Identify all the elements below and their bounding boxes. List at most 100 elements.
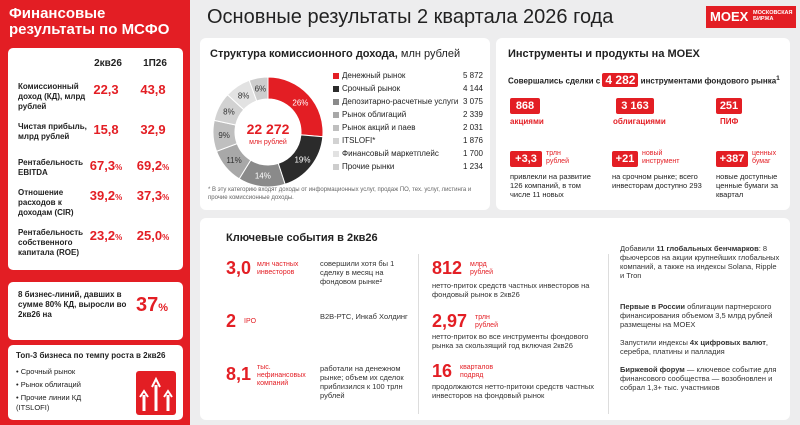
metric-value: 15,8 — [93, 122, 119, 137]
slice-percent-label: 8% — [238, 91, 250, 100]
commission-structure-card: Структура комиссионного дохода, млн рубл… — [200, 38, 490, 210]
event-unit: млрд рублей — [470, 261, 493, 276]
highlight-unit: новый инструмент — [642, 150, 680, 165]
highlight-text: новые доступные ценные бумаги за квартал — [716, 172, 779, 199]
column-header-2q26: 2кв26 — [94, 58, 122, 69]
legend-swatch — [333, 112, 339, 118]
growth-card: 8 бизнес-линий, давших в сумме 80% КД, в… — [8, 282, 183, 340]
legend-swatch — [333, 164, 339, 170]
chart-center-label: млн рублей — [249, 138, 287, 146]
legend-label: Срочный рынок — [342, 84, 401, 93]
instruments-card: Инструменты и продукты на MOEX Совершали… — [496, 38, 790, 210]
legend-swatch — [333, 125, 339, 131]
legend-label: Депозитарно-расчетные услуги — [342, 97, 459, 106]
metric-value: 67,3% — [89, 158, 123, 173]
growth-text: 8 бизнес-линий, давших в сумме 80% КД, в… — [18, 290, 127, 319]
highlight-unit: трлн рублей — [546, 150, 569, 165]
metrics-card: 2кв26 1П26 Комиссионный доход (КД), млрд… — [8, 48, 183, 270]
slice-percent-label: 9% — [218, 131, 230, 140]
pie-slice — [248, 76, 269, 102]
metric-label: Рентабельность EBITDA — [18, 158, 84, 177]
legend-item: Прочие рынки 1 234 — [333, 162, 483, 173]
stat-label: облигациями — [613, 117, 666, 126]
event-unit: млн частных инвесторов — [257, 261, 299, 276]
events-title: Ключевые события в 2кв26 — [226, 232, 378, 244]
event-value: 3,0 — [226, 258, 252, 278]
stat-value: 868 — [510, 98, 540, 114]
instruments-title: Инструменты и продукты на MOEX — [508, 48, 700, 60]
legend-value: 2 339 — [462, 110, 483, 119]
top3-title: Топ-3 бизнеса по темпу роста в 2кв26 — [16, 351, 166, 360]
metric-label: Чистая прибыль, млрд рублей — [18, 122, 87, 141]
event-note: Добавили 11 глобальных бенчмарков: 8 фью… — [620, 244, 780, 280]
metric-value: 39,2% — [89, 188, 123, 203]
event-value: 16 — [432, 361, 453, 381]
chart-footnote: * В эту категорию входят доходы от инфор… — [208, 187, 472, 201]
legend-swatch — [333, 86, 339, 92]
deals-line: Совершались сделки с 4 282 инструментами… — [508, 72, 780, 87]
event-text: продолжаются нетто-притоки средств частн… — [432, 382, 595, 400]
legend-label: Денежный рынок — [342, 71, 406, 80]
legend-swatch — [333, 99, 339, 105]
event-unit: трлн рублей — [475, 314, 498, 329]
legend-value: 2 031 — [462, 123, 483, 132]
legend-label: Рынок акций и паев — [342, 123, 416, 132]
legend-item: ITSLOFI* 1 876 — [333, 136, 483, 147]
legend-value: 4 144 — [462, 84, 483, 93]
event-value: 812 — [432, 258, 463, 278]
legend-value: 1 876 — [462, 136, 483, 145]
legend-label: Рынок облигаций — [342, 110, 407, 119]
sidebar-title: Финансовые результаты по МСФО — [9, 5, 170, 38]
sidebar: Финансовые результаты по МСФО 2кв26 1П26… — [0, 0, 190, 425]
metric-value: 32,9 — [140, 122, 166, 137]
legend-item: Срочный рынок 4 144 — [333, 84, 483, 95]
event-note: Первые в России облигации партнерского ф… — [620, 302, 773, 329]
event-note: Биржевой форум — ключевое событие для фи… — [620, 365, 777, 392]
legend-item: Денежный рынок 5 872 — [333, 71, 483, 82]
event-unit: тыс. нефинансовых компаний — [257, 364, 306, 387]
metric-value: 43,8 — [140, 82, 166, 97]
event-text: нетто-приток средств частных инвесторов … — [432, 281, 590, 299]
legend-label: ITSLOFI* — [342, 136, 376, 145]
legend-value: 5 872 — [462, 71, 483, 80]
highlight-value: +387 — [716, 151, 748, 167]
event-value: 2,97 — [432, 311, 468, 331]
page-title: Основные результаты 2 квартала 2026 года — [207, 6, 614, 28]
legend-value: 3 075 — [462, 97, 483, 106]
legend-item: Финансовый маркетплейс 1 700 — [333, 149, 483, 160]
legend-item: Рынок акций и паев 2 031 — [333, 123, 483, 134]
legend-label: Прочие рынки — [342, 162, 395, 171]
highlight-value: +21 — [612, 151, 638, 167]
event-text: B2B-РТС, Инкаб Холдинг — [320, 312, 408, 321]
legend-swatch — [333, 73, 339, 79]
highlight-value: +3,3 — [510, 151, 542, 167]
growth-arrows-icon — [136, 371, 176, 415]
event-value: 8,1 — [226, 364, 252, 384]
metric-value: 69,2% — [136, 158, 170, 173]
slice-percent-label: 11% — [226, 156, 241, 165]
moex-logo: MOEX МОСКОВСКАЯ БИРЖА — [706, 6, 796, 28]
metric-label: Рентабельность собственного капитала (RO… — [18, 228, 84, 257]
legend-value: 1 700 — [462, 149, 483, 158]
event-note: Запустили индексы 4х цифровых валют, сер… — [620, 338, 768, 356]
growth-value: 37% — [136, 294, 169, 316]
list-item: • Прочие линии КД (ITSLOFI) — [16, 393, 82, 412]
column-header-1h26: 1П26 — [143, 58, 167, 69]
slice-percent-label: 8% — [223, 108, 235, 117]
legend-value: 1 234 — [462, 162, 483, 171]
metric-value: 23,2% — [89, 228, 123, 243]
highlight-text: привлекли на развитие 126 компаний, в то… — [510, 172, 591, 199]
slice-percent-label: 26% — [292, 98, 308, 107]
event-unit: кварталов подряд — [460, 364, 494, 379]
legend-swatch — [333, 151, 339, 157]
slice-percent-label: 6% — [255, 85, 267, 94]
metric-label: Комиссионный доход (КД), млрд рублей — [18, 82, 86, 111]
metric-label: Отношение расходов к доходам (CIR) — [18, 188, 74, 217]
legend-swatch — [333, 138, 339, 144]
slice-percent-label: 14% — [255, 172, 271, 181]
event-text: работали на денежном рынке; объем их сде… — [320, 364, 404, 400]
key-events-card: Ключевые события в 2кв26 3,0 млн частных… — [200, 218, 790, 420]
event-value: 2 — [226, 311, 237, 331]
stat-label: ПИФ — [720, 117, 739, 126]
